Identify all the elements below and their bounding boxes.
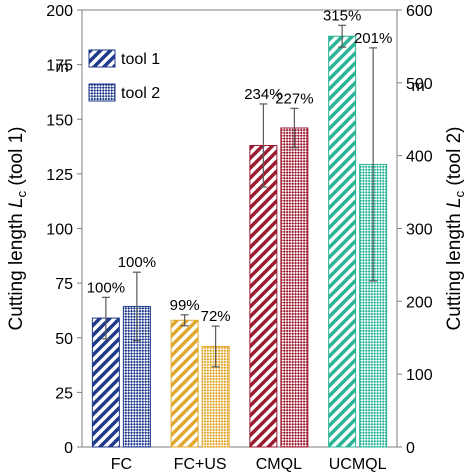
right-tick-label: 200 bbox=[406, 294, 433, 311]
category-label: CMQL bbox=[256, 456, 302, 473]
category-label: UCMQL bbox=[329, 456, 387, 473]
legend: tool 1 tool 2 bbox=[89, 50, 160, 102]
right-tick-label: 0 bbox=[406, 440, 415, 457]
legend-swatch-tool1 bbox=[89, 50, 115, 67]
data-label: 201% bbox=[354, 30, 392, 47]
right-tick-label: 600 bbox=[406, 3, 433, 20]
data-label: 315% bbox=[323, 7, 361, 24]
left-tick-label: 50 bbox=[55, 331, 73, 348]
bar-tool2 bbox=[281, 128, 308, 447]
left-tick-label: 25 bbox=[55, 385, 73, 402]
right-unit-label: m bbox=[411, 78, 424, 95]
left-tick-label: 200 bbox=[46, 3, 73, 20]
category-label: FC bbox=[111, 456, 132, 473]
left-axis-title: Cutting length Lc (tool 1) bbox=[6, 126, 29, 330]
legend-label: tool 2 bbox=[121, 85, 160, 102]
data-label: 72% bbox=[201, 308, 231, 325]
left-tick-label: 100 bbox=[46, 222, 73, 239]
right-axis-title: Cutting length Lc (tool 2) bbox=[444, 126, 467, 330]
data-label: 227% bbox=[275, 90, 313, 107]
bar-tool1 bbox=[250, 145, 277, 447]
bar-tool1 bbox=[171, 320, 198, 447]
legend-swatch-tool2 bbox=[89, 84, 115, 101]
left-unit-label: m bbox=[55, 59, 68, 76]
data-label: 100% bbox=[87, 279, 125, 296]
category-label: FC+US bbox=[174, 456, 227, 473]
left-tick-label: 0 bbox=[64, 440, 73, 457]
left-tick-label: 125 bbox=[46, 167, 73, 184]
data-label: 100% bbox=[118, 254, 156, 271]
right-tick-label: 300 bbox=[406, 222, 433, 239]
legend-label: tool 1 bbox=[121, 51, 160, 68]
right-tick-label: 100 bbox=[406, 367, 433, 384]
left-tick-label: 150 bbox=[46, 112, 73, 129]
data-label: 99% bbox=[170, 297, 200, 314]
plot-area: 0255075100125150175200010020030040050060… bbox=[6, 3, 467, 473]
bar-tool1 bbox=[329, 36, 356, 447]
right-tick-label: 400 bbox=[406, 149, 433, 166]
left-tick-label: 75 bbox=[55, 276, 73, 293]
